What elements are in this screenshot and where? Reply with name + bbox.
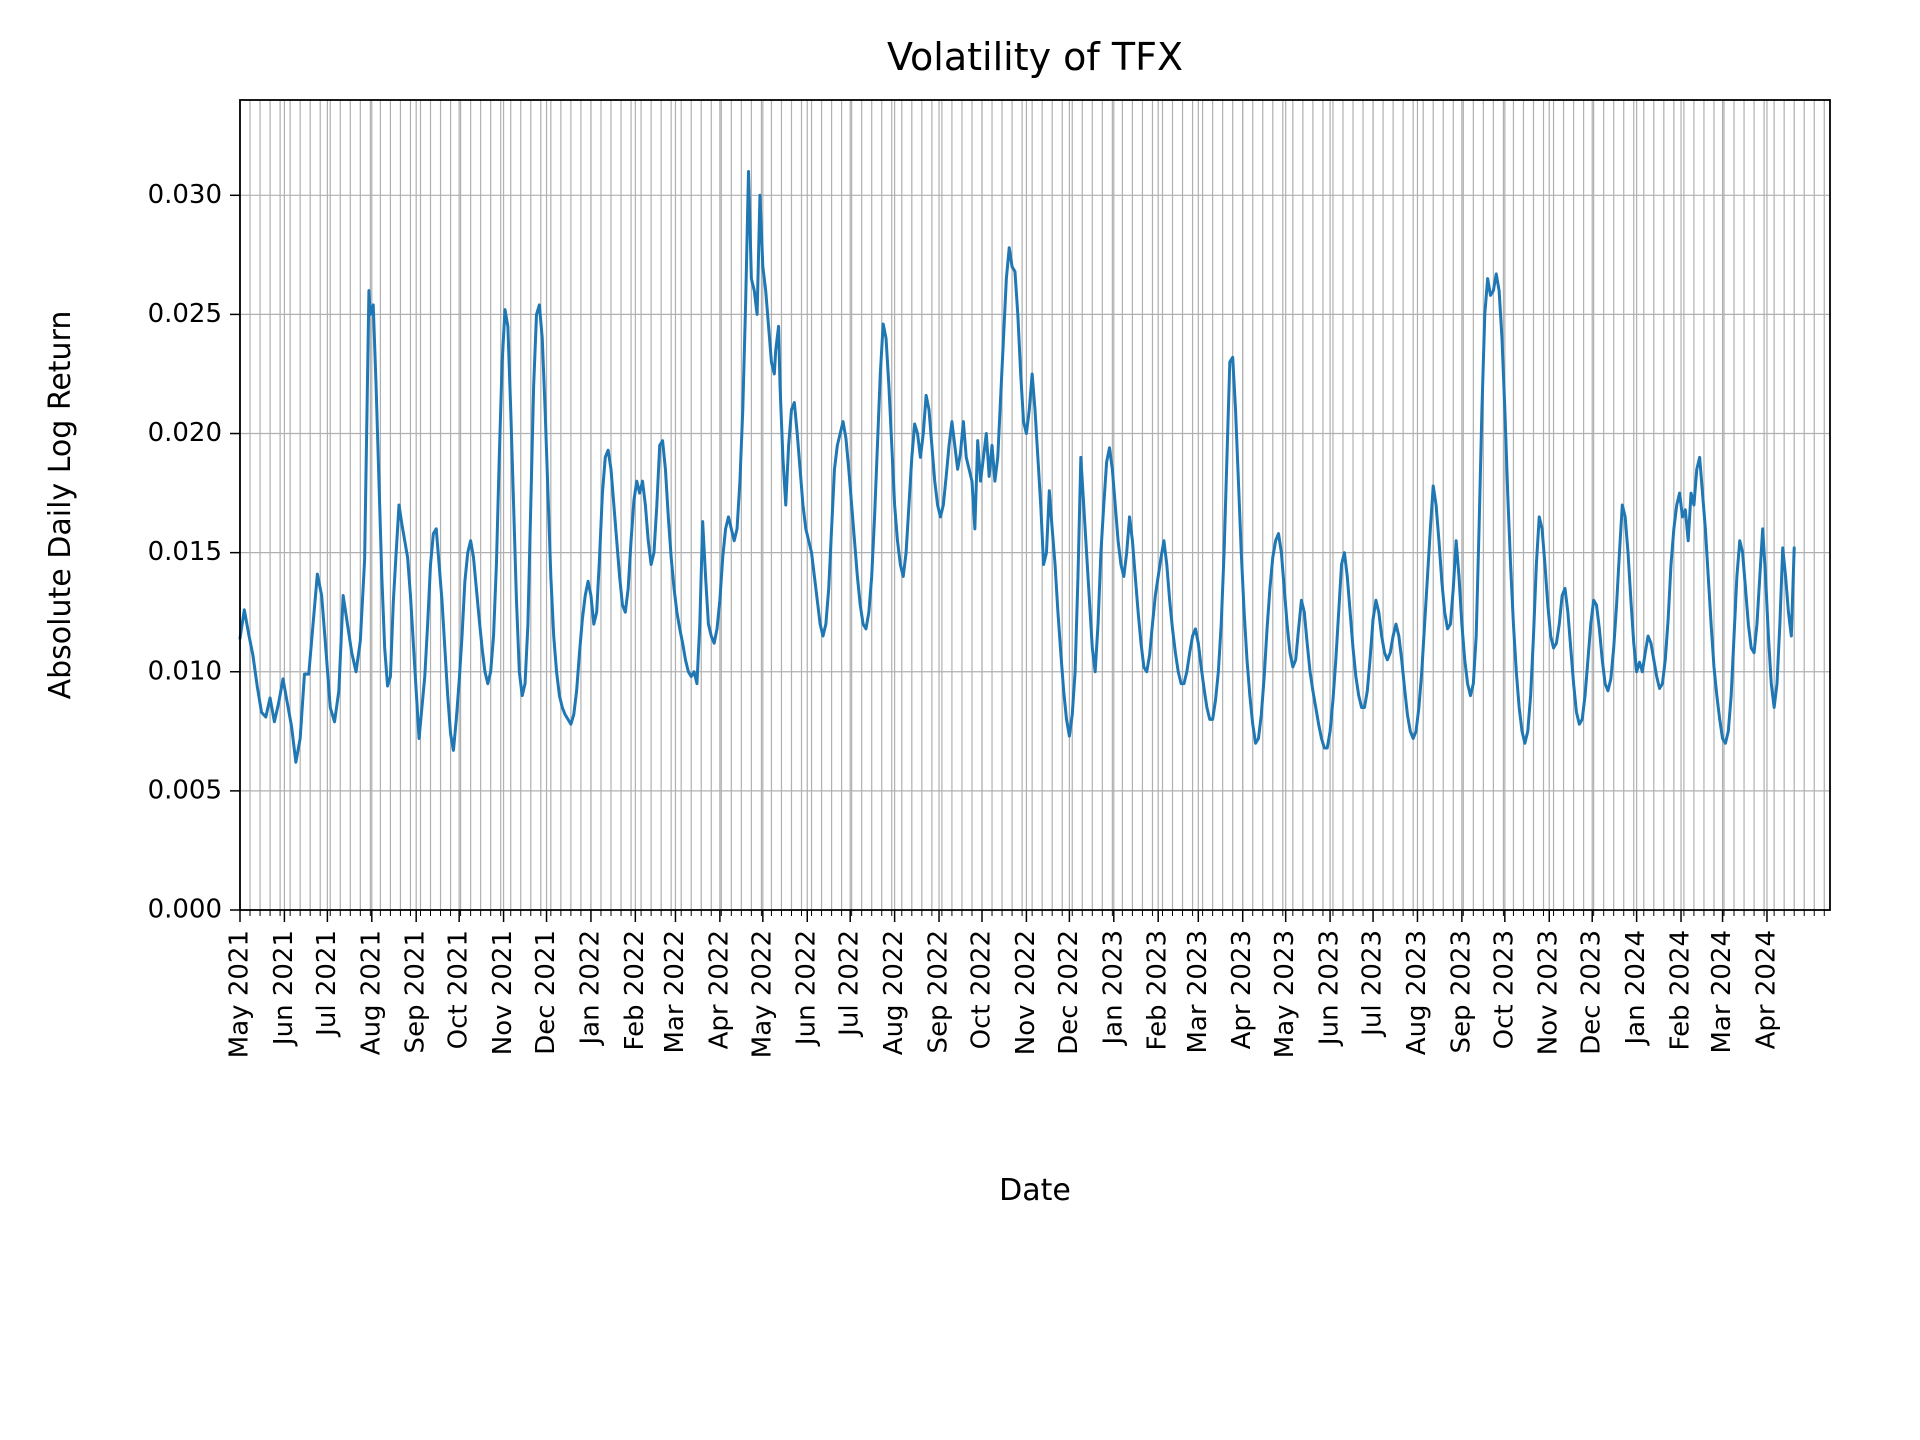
x-tick-label: Aug 2022 (879, 930, 909, 1055)
y-tick-label: 0.010 (148, 656, 222, 686)
x-tick-label: Sep 2021 (401, 930, 431, 1053)
x-tick-label: Apr 2023 (1227, 930, 1257, 1049)
x-tick-label: Jul 2021 (312, 930, 342, 1038)
x-tick-label: Aug 2023 (1402, 930, 1432, 1055)
x-tick-label: Dec 2023 (1577, 930, 1607, 1055)
y-axis-label: Absolute Daily Log Return (43, 311, 78, 700)
x-tick-label: Mar 2024 (1707, 930, 1737, 1054)
x-tick-label: Jun 2023 (1315, 930, 1345, 1047)
x-tick-label: Dec 2022 (1054, 930, 1084, 1055)
x-tick-label: Jan 2024 (1621, 930, 1651, 1047)
y-tick-label: 0.005 (148, 775, 222, 805)
x-tick-label: Jan 2023 (1098, 930, 1128, 1047)
x-tick-label: Feb 2023 (1143, 930, 1173, 1050)
x-tick-label: Jan 2022 (575, 930, 605, 1047)
x-tick-label: May 2021 (225, 930, 255, 1058)
x-tick-label: Mar 2022 (660, 930, 690, 1054)
x-tick-label: Jul 2023 (1358, 930, 1388, 1038)
x-tick-label: Sep 2022 (924, 930, 954, 1053)
y-tick-label: 0.000 (148, 895, 222, 925)
x-tick-label: Mar 2023 (1183, 930, 1213, 1054)
x-tick-label: Apr 2024 (1751, 930, 1781, 1049)
x-axis: May 2021 Jun 2021 Jul 2021 Aug 2021 Sep 2021… (225, 910, 1825, 1058)
x-tick-label: Jun 2022 (792, 930, 822, 1047)
x-tick-label: Jul 2022 (835, 930, 865, 1038)
x-tick-label: Feb 2022 (620, 930, 650, 1050)
x-tick-label: Nov 2021 (488, 930, 518, 1055)
x-tick-label: Sep 2023 (1446, 930, 1476, 1053)
x-axis-label: Date (999, 1173, 1071, 1208)
x-tick-label: Nov 2022 (1011, 930, 1041, 1055)
y-tick-label: 0.025 (148, 299, 222, 329)
x-tick-label: Nov 2023 (1534, 930, 1564, 1055)
x-tick-label: May 2022 (747, 930, 777, 1058)
x-tick-label: Feb 2024 (1666, 930, 1696, 1050)
x-tick-label: Oct 2021 (444, 930, 474, 1049)
volatility-chart: 0.000 0.005 0.010 0.015 0.020 0.025 0.030 May 2… (0, 0, 1920, 1440)
x-tick-label: Oct 2023 (1489, 930, 1519, 1049)
x-tick-label: May 2023 (1270, 930, 1300, 1058)
chart-title: Volatility of TFX (887, 35, 1183, 79)
x-tick-label: Aug 2021 (356, 930, 386, 1055)
y-tick-label: 0.020 (148, 418, 222, 448)
x-tick-label: Jun 2021 (269, 930, 299, 1047)
y-tick-label: 0.030 (148, 180, 222, 210)
x-tick-label: Oct 2022 (967, 930, 997, 1049)
chart-svg: 0.000 0.005 0.010 0.015 0.020 0.025 0.030 May 2… (0, 0, 1920, 1440)
x-tick-label: Apr 2022 (704, 930, 734, 1049)
y-tick-label: 0.015 (148, 537, 222, 567)
x-tick-label: Dec 2021 (531, 930, 561, 1055)
